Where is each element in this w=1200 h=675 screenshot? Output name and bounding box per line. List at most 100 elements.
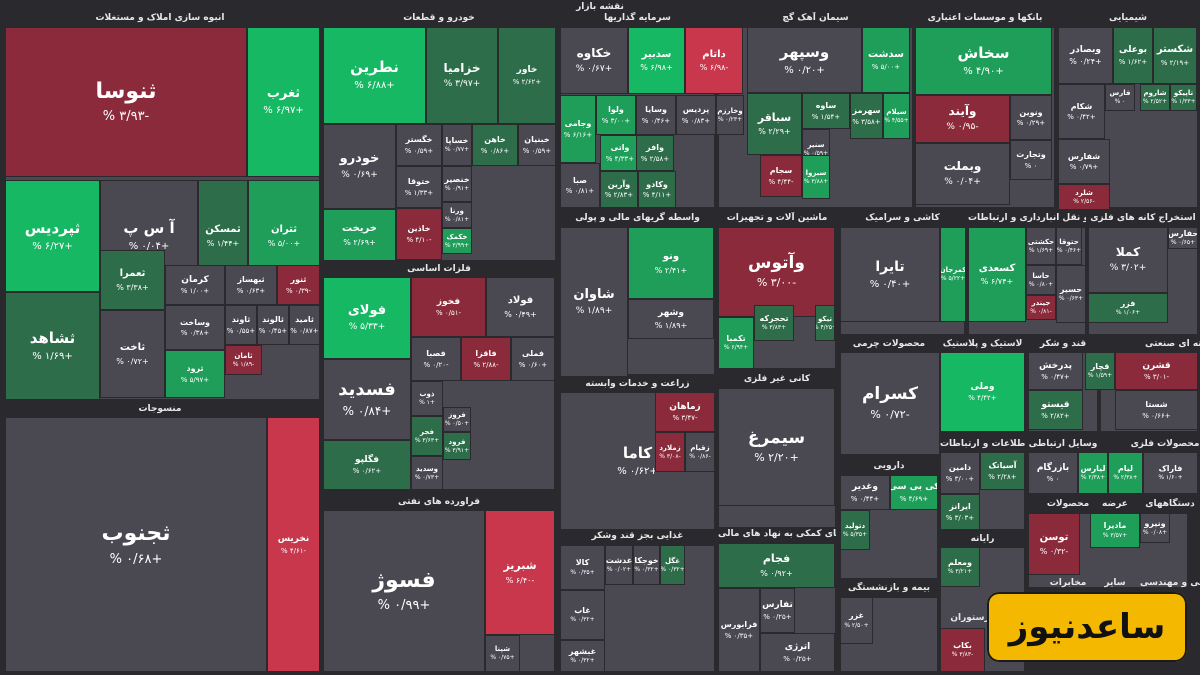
stock-tile[interactable]: غگل% ۰/۳۲+ <box>660 545 685 585</box>
stock-tile[interactable]: تایرا % ۰/۴۰+ <box>840 227 940 322</box>
stock-tile[interactable]: صبا % ۰/۸۱+ <box>560 163 600 208</box>
stock-tile[interactable]: ختوقا% ۱/۳۳+ <box>396 166 442 208</box>
stock-tile[interactable]: ثامید% ۰/۸۷+ <box>289 305 320 345</box>
stock-tile[interactable]: جیندر% ۰/۸۱- <box>1026 295 1056 320</box>
stock-tile[interactable]: حکشتی% ۱/۶۹+ <box>1026 227 1056 265</box>
stock-tile[interactable]: فخوز % ۰/۵۱- <box>411 277 486 337</box>
stock-tile[interactable]: خاهن% ۰/۸۶+ <box>472 124 518 166</box>
stock-tile[interactable]: کسرام % ۰/۷۲- <box>840 352 940 455</box>
stock-tile[interactable]: خاذین% ۴/۱۰- <box>396 208 442 260</box>
stock-tile[interactable]: ثاوند% ۰/۵۵+ <box>225 305 257 345</box>
stock-tile[interactable]: خگستر% ۰/۵۹+ <box>396 124 442 166</box>
stock-tile[interactable]: فرود% ۳/۹۱+ <box>443 432 471 460</box>
stock-tile[interactable]: ثاخت % ۰/۷۲+ <box>100 310 165 398</box>
stock-tile[interactable]: کملا % ۳/۰۲+ <box>1088 227 1168 293</box>
stock-tile[interactable]: وخارزم% ۰/۲۳+ <box>716 95 744 135</box>
stock-tile[interactable]: ونو % ۲/۴۱+ <box>628 227 714 299</box>
stock-tile[interactable]: خودرو % ۰/۶۹+ <box>323 124 396 209</box>
stock-tile[interactable]: فروز% ۰/۵۰+ <box>443 407 471 432</box>
sector-title[interactable]: محصولات <box>1046 499 1090 509</box>
stock-tile[interactable]: وسپهر % ۰/۲۰+ <box>747 27 862 93</box>
stock-tile[interactable]: سدبیر % ۶/۹۸+ <box>628 27 685 94</box>
stock-tile[interactable]: واتی% ۴/۳۳+ <box>600 135 640 171</box>
stock-tile[interactable]: فارس% ۰ <box>1105 84 1135 111</box>
stock-tile[interactable]: شبریز % ۶/۴۰- <box>485 510 555 635</box>
stock-tile[interactable]: ثعمرا % ۳/۳۸+ <box>100 250 165 310</box>
sector-title[interactable]: سرمایه گذاریها <box>604 13 671 23</box>
sector-title[interactable]: ماشین آلات و تجهیزات <box>726 213 828 223</box>
sector-title[interactable]: بیمه و بازنشستگی <box>847 583 931 593</box>
stock-tile[interactable]: سخاش % ۴/۹۰+ <box>915 27 1052 95</box>
stock-tile[interactable]: ومعلم% ۳/۲۱+ <box>940 547 980 587</box>
stock-tile[interactable]: خزامیا % ۳/۹۷+ <box>426 27 498 124</box>
sector-title[interactable]: لاستیک و پلاستیک <box>942 339 1023 349</box>
sector-title[interactable]: محصولات فلزی <box>1130 439 1200 449</box>
stock-tile[interactable]: وتجارت% ۰ <box>1010 140 1052 180</box>
stock-tile[interactable]: دتولید% ۵/۳۵+ <box>840 510 870 550</box>
stock-tile[interactable]: زملارد% ۳/۰۸- <box>655 432 685 472</box>
sector-title[interactable]: فلزات اساسی <box>407 264 471 274</box>
stock-tile[interactable]: ثنور% ۰/۳۹- <box>277 265 320 305</box>
sector-title[interactable]: قند و شکر <box>1039 339 1087 349</box>
stock-tile[interactable]: پردیس% ۰/۸۳+ <box>676 95 716 135</box>
stock-tile[interactable]: سجام% ۴/۴۴- <box>760 155 802 197</box>
stock-tile[interactable]: بازرگام % ۰ <box>1028 452 1078 494</box>
stock-tile[interactable]: ثپردیس % ۶/۲۷+ <box>5 180 100 292</box>
stock-tile[interactable]: سدشت % ۵/۰۰+ <box>862 27 910 93</box>
stock-tile[interactable]: سباقر % ۲/۲۹+ <box>747 93 802 155</box>
stock-tile[interactable]: ونیرو% ۰/۰۸+ <box>1140 513 1170 543</box>
sector-title[interactable]: سیمان آهک گچ <box>782 13 849 23</box>
stock-tile[interactable]: ثغرب % ۶/۹۷+ <box>247 27 320 177</box>
stock-tile[interactable]: فملی% ۰/۶۰+ <box>511 337 555 381</box>
stock-tile[interactable]: غبشهر% ۰/۳۲+ <box>560 640 605 672</box>
stock-tile[interactable]: فجر% ۳/۶۳+ <box>411 416 443 456</box>
stock-tile[interactable]: خاور% ۲/۶۲+ <box>498 27 556 124</box>
stock-tile[interactable]: قچار% ۱/۵۹+ <box>1085 352 1115 390</box>
sector-title[interactable]: چندرشته ای صنعتی <box>1145 339 1200 349</box>
stock-tile[interactable]: نخریس% ۴/۶۱- <box>267 417 320 672</box>
stock-tile[interactable]: سبزوا% ۳/۸۸+ <box>802 155 830 199</box>
stock-tile[interactable]: فاقزا% ۲/۸۸- <box>461 337 511 381</box>
stock-tile[interactable]: شفارس % ۰/۷۹+ <box>1058 139 1110 184</box>
stock-tile[interactable]: وافر% ۲/۵۸+ <box>636 135 674 171</box>
stock-tile[interactable]: غزر% ۲/۵۰+ <box>840 597 873 644</box>
stock-tile[interactable]: فرابورس% ۰/۳۵+ <box>718 588 760 672</box>
stock-tile[interactable]: شکستر % ۲/۱۹+ <box>1153 27 1197 84</box>
stock-tile[interactable]: وشهر% ۱/۸۹+ <box>628 299 714 339</box>
stock-tile[interactable]: اترژی% ۰/۲۵+ <box>760 633 835 672</box>
stock-tile[interactable]: فگلپو % ۰/۶۲+ <box>323 440 411 490</box>
stock-tile[interactable]: داتام % ۶/۹۸- <box>685 27 743 94</box>
stock-tile[interactable]: خوجکا% ۰/۳۲+ <box>633 545 660 585</box>
stock-tile[interactable]: فزر% ۱/۰۶+ <box>1088 293 1168 323</box>
stock-tile[interactable]: فجام % ۰/۹۲+ <box>718 543 835 588</box>
stock-tile[interactable]: ثجنوب % ۰/۶۸+ <box>5 417 267 672</box>
sector-title[interactable]: فنی و مهندسی <box>1140 578 1200 588</box>
stock-tile[interactable]: ثرود% ۵/۹۷+ <box>165 350 225 398</box>
stock-tile[interactable]: تاپیکو% ۱/۳۳+ <box>1170 84 1197 111</box>
sector-title[interactable]: عرضه <box>1102 499 1128 509</box>
stock-tile[interactable]: خکمک% ۳/۹۹+ <box>442 228 472 254</box>
stock-tile[interactable]: فولای % ۵/۳۳+ <box>323 277 411 359</box>
stock-tile[interactable]: سیلام% ۴/۵۵+ <box>883 93 910 139</box>
stock-tile[interactable]: لیام% ۲/۳۸+ <box>1108 452 1143 494</box>
stock-tile[interactable]: ساوه% ۱/۵۴+ <box>802 93 850 129</box>
stock-tile[interactable]: قشرن % ۳/۰۱- <box>1115 352 1198 390</box>
stock-tile[interactable]: پدرخش % ۰/۴۷+ <box>1028 352 1083 390</box>
sector-title[interactable]: واسطه گریهای مالی و پولی <box>575 213 700 223</box>
stock-tile[interactable]: وبصادر % ۰/۲۴+ <box>1058 27 1113 84</box>
stock-tile[interactable]: سهرمز% ۳/۵۸+ <box>850 93 883 139</box>
stock-tile[interactable]: وسدید% ۰/۷۳+ <box>411 456 443 490</box>
stock-tile[interactable]: شاوان % ۱/۸۹+ <box>560 227 628 377</box>
stock-tile[interactable]: کی بی سی% ۴/۶۹+ <box>890 475 938 510</box>
stock-tile[interactable]: حتوقا% ۰/۴۶+ <box>1056 227 1082 265</box>
stock-tile[interactable]: وغدیر% ۰/۴۴+ <box>840 475 890 510</box>
stock-tile[interactable]: دامین% ۳/۰۰+ <box>940 452 980 494</box>
stock-tile[interactable]: فاراک% ۱/۶۰+ <box>1143 452 1198 494</box>
stock-tile[interactable]: وجامی% ۶/۱۶+ <box>560 95 596 163</box>
stock-tile[interactable]: وآرین % ۲/۸۳+ <box>600 171 638 208</box>
sector-title[interactable]: کاشی و سرامیک <box>865 213 940 223</box>
stock-tile[interactable]: فولاد % ۰/۴۹+ <box>486 277 555 337</box>
sector-title[interactable]: رستوران <box>950 613 990 623</box>
stock-tile[interactable]: خکاوه % ۰/۶۷+ <box>560 27 628 94</box>
sector-title[interactable]: زراعت و خدمات وابسته <box>585 379 690 389</box>
